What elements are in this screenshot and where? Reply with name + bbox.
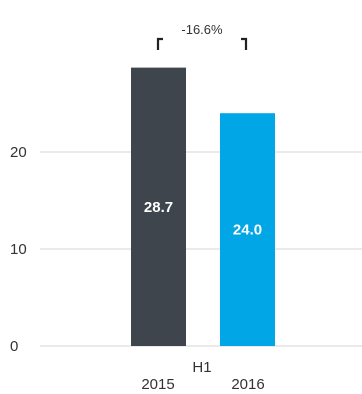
- bar-2015: [131, 67, 186, 347]
- value-label: 24.0: [233, 222, 262, 239]
- change-percentage: -16.6%: [181, 22, 223, 37]
- bracket-left: [156, 37, 163, 50]
- value-label: 28.7: [144, 199, 173, 216]
- grid-lines: [40, 151, 362, 347]
- y-tick-label: 20: [10, 144, 27, 161]
- y-axis-ticks: 0 10 20: [10, 144, 27, 355]
- y-tick-label: 0: [10, 338, 18, 355]
- bracket-right: [241, 37, 248, 50]
- bar-2016: [220, 113, 275, 346]
- y-tick-label: 10: [10, 241, 27, 258]
- x-tick-label: 2016: [231, 376, 264, 393]
- bars: [131, 67, 275, 347]
- x-tick-label: 2015: [141, 376, 174, 393]
- change-annotation: -16.6%: [156, 22, 248, 50]
- x-axis-labels: 2015 2016: [141, 376, 264, 393]
- value-labels: 28.7 24.0: [144, 199, 262, 239]
- group-label: H1: [192, 359, 211, 376]
